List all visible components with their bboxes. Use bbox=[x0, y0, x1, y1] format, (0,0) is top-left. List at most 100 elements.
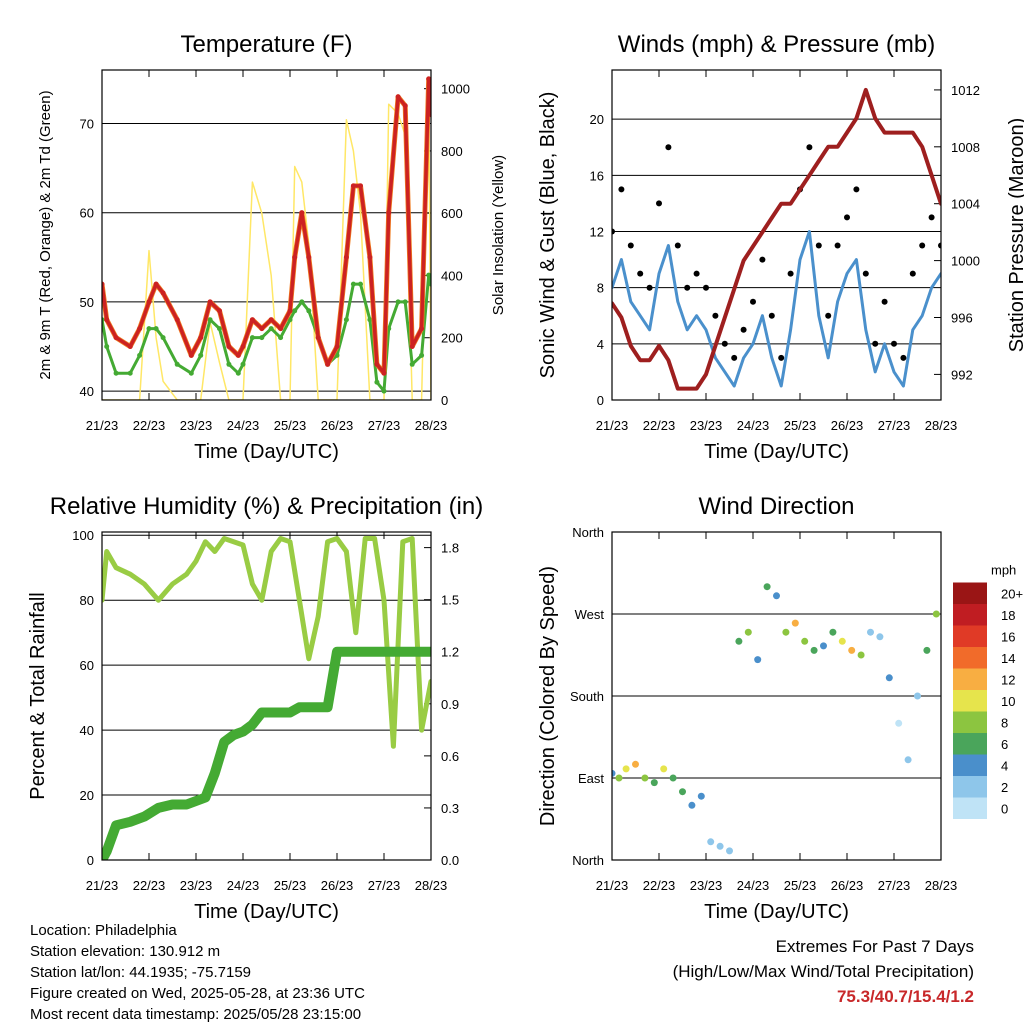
wind-direction-point bbox=[735, 637, 743, 645]
humidity-title: Relative Humidity (%) & Precipitation (i… bbox=[50, 493, 483, 520]
temperature-ytick-right-label: 200 bbox=[441, 331, 463, 346]
solar-insolation-line bbox=[102, 87, 431, 400]
colorbar-swatch bbox=[953, 754, 987, 776]
wind-direction-point bbox=[895, 719, 903, 727]
temp-2m-point bbox=[198, 335, 204, 341]
winds-ytick-label: 8 bbox=[597, 281, 604, 296]
temperature-panel: Temperature (F) Time (Day/UTC) 2m & 9m T (… bbox=[37, 31, 507, 463]
gust-point bbox=[731, 354, 738, 361]
wind_direction-plot-area bbox=[612, 583, 940, 855]
dewpoint-point bbox=[226, 361, 232, 367]
humidity-xtick-label: 25/23 bbox=[274, 878, 307, 893]
wind-direction-point bbox=[660, 765, 668, 773]
wind-direction-point bbox=[688, 801, 696, 809]
gust-point bbox=[740, 326, 747, 333]
dewpoint-point bbox=[278, 335, 284, 341]
dewpoint-point bbox=[104, 344, 110, 349]
wind-direction-point bbox=[650, 779, 658, 787]
wind_direction-xtick-label: 28/23 bbox=[925, 878, 958, 893]
elevation-text: Station elevation: 130.912 m bbox=[30, 943, 221, 960]
colorbar-title: mph bbox=[991, 563, 1016, 578]
temperature-plot-area bbox=[102, 76, 431, 400]
temp-2m-point bbox=[350, 183, 356, 189]
wind-direction-point bbox=[857, 651, 865, 659]
winds-frame bbox=[611, 69, 942, 401]
gust-point bbox=[674, 242, 681, 249]
wind_direction-xtick-label: 26/23 bbox=[831, 878, 864, 893]
temp-2m-point bbox=[402, 103, 408, 109]
temp-2m-point bbox=[268, 317, 274, 323]
humidity-ytick-label: 20 bbox=[80, 788, 94, 803]
colorbar-swatch bbox=[953, 625, 987, 647]
humidity-xtick-label: 24/23 bbox=[227, 878, 260, 893]
sonic-wind-line bbox=[612, 230, 941, 388]
dewpoint-point bbox=[350, 281, 356, 287]
colorbar-label: 12 bbox=[1001, 672, 1015, 687]
wind-direction-point bbox=[885, 674, 893, 682]
wind_direction-frame bbox=[611, 531, 942, 861]
gust-point bbox=[900, 354, 907, 361]
humidity-ytick-right-label: 1.2 bbox=[441, 645, 459, 660]
temp-2m-point bbox=[104, 317, 110, 323]
wind-direction-point bbox=[641, 774, 649, 782]
dewpoint-point bbox=[259, 335, 265, 341]
gust-point bbox=[938, 242, 941, 249]
colorbar-label: 10 bbox=[1001, 694, 1015, 709]
temp-2m-point bbox=[386, 210, 392, 216]
gust-point bbox=[815, 242, 822, 249]
total-precipitation-line bbox=[102, 646, 431, 860]
location-text: Location: Philadelphia bbox=[30, 922, 177, 939]
colorbar-label: 4 bbox=[1001, 758, 1008, 773]
gust-point bbox=[646, 284, 653, 291]
winds-xtick-label: 26/23 bbox=[831, 418, 864, 433]
winds-ytick-label: 0 bbox=[597, 393, 604, 408]
created-text: Figure created on Wed, 2025-05-28, at 23… bbox=[30, 985, 365, 1002]
gust-point bbox=[825, 312, 832, 319]
humidity-ytick-label: 60 bbox=[80, 658, 94, 673]
station-pressure-line bbox=[612, 87, 941, 391]
humidity-ytick-label: 80 bbox=[80, 593, 94, 608]
colorbar-swatch bbox=[953, 668, 987, 690]
humidity-panel: Relative Humidity (%) & Precipitation (i… bbox=[27, 493, 483, 923]
temperature-ytick-right-label: 0 bbox=[441, 393, 448, 408]
winds-ytick-label: 12 bbox=[590, 224, 604, 239]
winds-xtick-label: 25/23 bbox=[784, 418, 817, 433]
temperature-ytick-right-label: 600 bbox=[441, 206, 463, 221]
wind_direction-title: Wind Direction bbox=[698, 493, 854, 520]
wind_direction-ytick-label: West bbox=[575, 607, 605, 622]
wind-direction-point bbox=[632, 760, 639, 768]
colorbar-label: 18 bbox=[1001, 608, 1015, 623]
humidity-ytick-label: 0 bbox=[87, 853, 94, 868]
wind-direction-point bbox=[707, 838, 715, 846]
dewpoint-point bbox=[240, 361, 246, 367]
winds-xtick-label: 23/23 bbox=[690, 418, 723, 433]
wind-direction-point bbox=[622, 765, 630, 773]
gust-point bbox=[684, 284, 691, 291]
wind_direction-xtick-label: 23/23 bbox=[690, 878, 723, 893]
temp-2m-point bbox=[325, 361, 331, 367]
extremes-subtitle: (High/Low/Max Wind/Total Precipitation) bbox=[672, 962, 974, 981]
dewpoint-point bbox=[428, 281, 431, 287]
dewpoint-point bbox=[374, 379, 380, 385]
temp-2m-point bbox=[174, 317, 180, 323]
winds-xtick-label: 24/23 bbox=[737, 418, 770, 433]
winds-ytick-right-label: 1012 bbox=[951, 83, 980, 98]
humidity-ytick-right-label: 0.6 bbox=[441, 749, 459, 764]
winds-ytick-label: 20 bbox=[590, 112, 604, 127]
temp-2m-point bbox=[358, 183, 363, 189]
temp-2m-point bbox=[146, 299, 152, 305]
temp-2m-point bbox=[292, 254, 298, 260]
wind-direction-point bbox=[679, 788, 686, 796]
colorbar-swatch bbox=[953, 711, 987, 733]
temperature-ytick-right-label: 800 bbox=[441, 144, 463, 159]
wind-direction-point bbox=[615, 774, 623, 782]
temperature-ylabel: 2m & 9m T (Red, Orange) & 2m Td (Green) bbox=[37, 90, 54, 379]
dewpoint-point bbox=[268, 326, 274, 332]
temp-2m-point bbox=[127, 344, 133, 349]
latest-timestamp-text: Most recent data timestamp: 2025/05/28 2… bbox=[30, 1006, 362, 1023]
temp-2m-point bbox=[240, 344, 246, 349]
humidity-ytick-right-label: 1.5 bbox=[441, 593, 459, 608]
temp-2m-point bbox=[102, 281, 105, 287]
colorbar-swatch bbox=[953, 733, 987, 755]
temperature-ytick-label: 40 bbox=[80, 384, 94, 399]
